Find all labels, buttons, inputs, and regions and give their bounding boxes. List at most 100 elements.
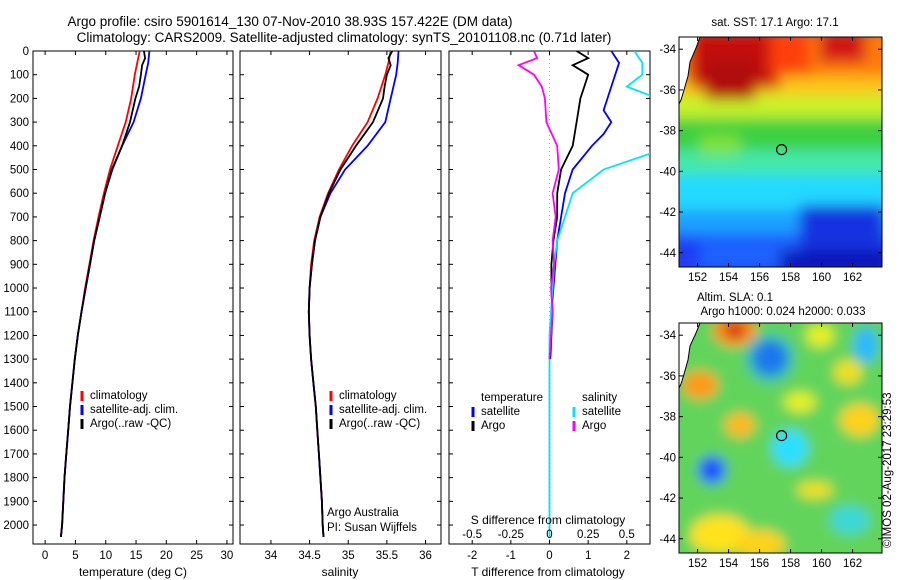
x-tick-label: 10	[99, 550, 112, 562]
depth-tick-label: 1000	[3, 283, 29, 295]
legend-label: Argo	[481, 420, 505, 432]
x-tick-label: 2	[624, 550, 630, 562]
depth-tick-label: 400	[10, 141, 29, 153]
top-x-tick-label: 0	[546, 529, 552, 541]
copyright-stamp: ©IMOS 02-Aug-2017 23:29:53	[882, 392, 894, 548]
lat-tick-label: -36	[659, 85, 676, 97]
series-line-temperature-satellite	[548, 51, 621, 360]
x-tick-label: 1	[585, 550, 591, 562]
depth-tick-label: 1900	[3, 496, 29, 508]
depth-tick-label: 800	[10, 236, 29, 248]
depth-tick-label: 1300	[3, 354, 29, 366]
credit-pi: PI: Susan Wijffels	[327, 522, 417, 534]
depth-tick-label: 700	[10, 212, 29, 224]
salinity-panel: 34 34.5 35 35.5 36 salinity climatology satel…	[239, 50, 442, 579]
figure-title-line2: Climatology: CARS2009. Satellite-adjuste…	[77, 30, 612, 45]
temperature-legend: climatology satellite-adj. clim. Argo(..ra…	[80, 390, 178, 430]
lat-tick-label: -40	[659, 452, 676, 464]
x-tick-label: 36	[419, 550, 432, 562]
depth-tick-label: 200	[10, 93, 29, 105]
lon-tick-label: 162	[843, 558, 862, 570]
x-tick-label: 20	[160, 550, 173, 562]
lat-tick-label: -38	[659, 126, 676, 138]
depth-tick-label: 1700	[3, 449, 29, 461]
sla-map-field	[679, 323, 882, 553]
salinity-legend: climatology satellite-adj. clim. Argo(..ra…	[329, 390, 427, 430]
depth-tick-label: 1100	[4, 307, 29, 319]
lon-tick-label: 158	[781, 272, 800, 284]
x-tick-label: 15	[130, 550, 143, 562]
sst-map-field	[679, 37, 882, 267]
lat-tick-label: -38	[659, 412, 676, 424]
x-tick-label: 0	[42, 550, 48, 562]
depth-tick-label: 100	[10, 70, 29, 82]
series-line-satellite-adj-clim-	[60, 51, 151, 537]
depth-tick-label: 0	[23, 46, 29, 58]
x-tick-label: 0	[546, 550, 552, 562]
series-line-argo-raw-qc-	[307, 51, 394, 537]
salinity-plot-frame	[239, 50, 442, 545]
depth-tick-label: 1800	[3, 473, 29, 485]
difference-series-group	[516, 51, 650, 544]
x-tick-label: 5	[72, 550, 78, 562]
argo-location-marker	[775, 144, 788, 156]
salinity-ticks: 34 34.5 35 35.5 36	[240, 50, 441, 562]
lat-tick-label: -40	[659, 166, 676, 178]
sst-map-panel: sat. SST: 17.1 Argo: 17.1	[659, 17, 883, 284]
top-x-tick-label: -0.25	[498, 529, 524, 541]
lon-tick-label: 156	[750, 272, 769, 284]
lat-tick-label: -42	[659, 207, 676, 219]
legend-label: satellite-adj. clim.	[339, 404, 427, 416]
x-tick-label: 25	[190, 550, 203, 562]
lon-tick-label: 160	[812, 558, 831, 570]
lat-tick-label: -36	[659, 371, 676, 383]
legend-label: satellite-adj. clim.	[90, 404, 178, 416]
lon-tick-label: 156	[750, 558, 769, 570]
x-tick-label: -1	[506, 550, 516, 562]
temperature-panel: 0 5 10 15 20 25 300100200300400500600700800900…	[3, 46, 234, 579]
lon-tick-label: 152	[688, 272, 707, 284]
x-tick-label: 35	[342, 550, 355, 562]
sst-map-title: sat. SST: 17.1 Argo: 17.1	[711, 17, 838, 29]
argo-location-marker	[775, 430, 788, 442]
lon-tick-label: 158	[781, 558, 800, 570]
lon-tick-label: 160	[812, 272, 831, 284]
series-line-salinity-satellite	[548, 51, 650, 537]
top-x-tick-label: 0.5	[619, 529, 635, 541]
sst-map-frame	[678, 36, 883, 268]
legend-label: satellite	[582, 406, 621, 418]
salinity-difference-axis-label: S difference from climatology	[471, 513, 626, 527]
sla-map-subtitle: Argo h1000: 0.024 h2000: 0.033	[701, 306, 866, 318]
depth-tick-label: 1200	[3, 330, 29, 342]
x-tick-label: 34.5	[298, 550, 320, 562]
sst-map-ticks: 152 154 156 158 160 162 -34 -36 -38 -40 -42 -44	[659, 37, 882, 284]
figure-title-line1: Argo profile: csiro 5901614_130 07-Nov-2…	[67, 14, 512, 29]
depth-tick-label: 1400	[3, 378, 29, 390]
difference-ticks: -2 -1 0 1 2 -0.5 -0.25 0 0.25 0.5	[449, 50, 650, 562]
sla-map-panel: Altim. SLA: 0.1 Argo h1000: 0.024 h2000:…	[659, 292, 883, 570]
legend-label: satellite	[481, 406, 520, 418]
lat-tick-label: -44	[659, 248, 676, 260]
salinity-axis-label: salinity	[322, 565, 359, 579]
legend-label: climatology	[339, 390, 397, 402]
depth-tick-label: 600	[10, 188, 29, 200]
series-line-climatology	[307, 51, 392, 537]
x-tick-label: 30	[221, 550, 234, 562]
temperature-series-group	[60, 51, 151, 537]
x-tick-label: -2	[467, 550, 477, 562]
lon-tick-label: 162	[843, 272, 862, 284]
lat-tick-label: -42	[659, 493, 676, 505]
series-line-climatology	[60, 51, 141, 537]
depth-tick-label: 1600	[3, 425, 29, 437]
legend-header-temperature: temperature	[481, 392, 543, 404]
temperature-difference-axis-label: T difference from climatology	[471, 565, 625, 579]
difference-panel: -2 -1 0 1 2 -0.5 -0.25 0 0.25 0.5 S difference fr…	[448, 50, 651, 579]
temperature-plot-frame	[32, 50, 234, 545]
temperature-axis-label: temperature (deg C)	[79, 565, 187, 579]
x-tick-label: 34	[265, 550, 278, 562]
depth-tick-label: 300	[10, 117, 29, 129]
depth-tick-label: 2000	[3, 520, 29, 532]
temperature-ticks: 0 5 10 15 20 25 300100200300400500600700800900…	[3, 46, 233, 562]
sla-map-ticks: 152 154 156 158 160 162 -34 -36 -38 -40 -42 -44	[659, 323, 882, 570]
